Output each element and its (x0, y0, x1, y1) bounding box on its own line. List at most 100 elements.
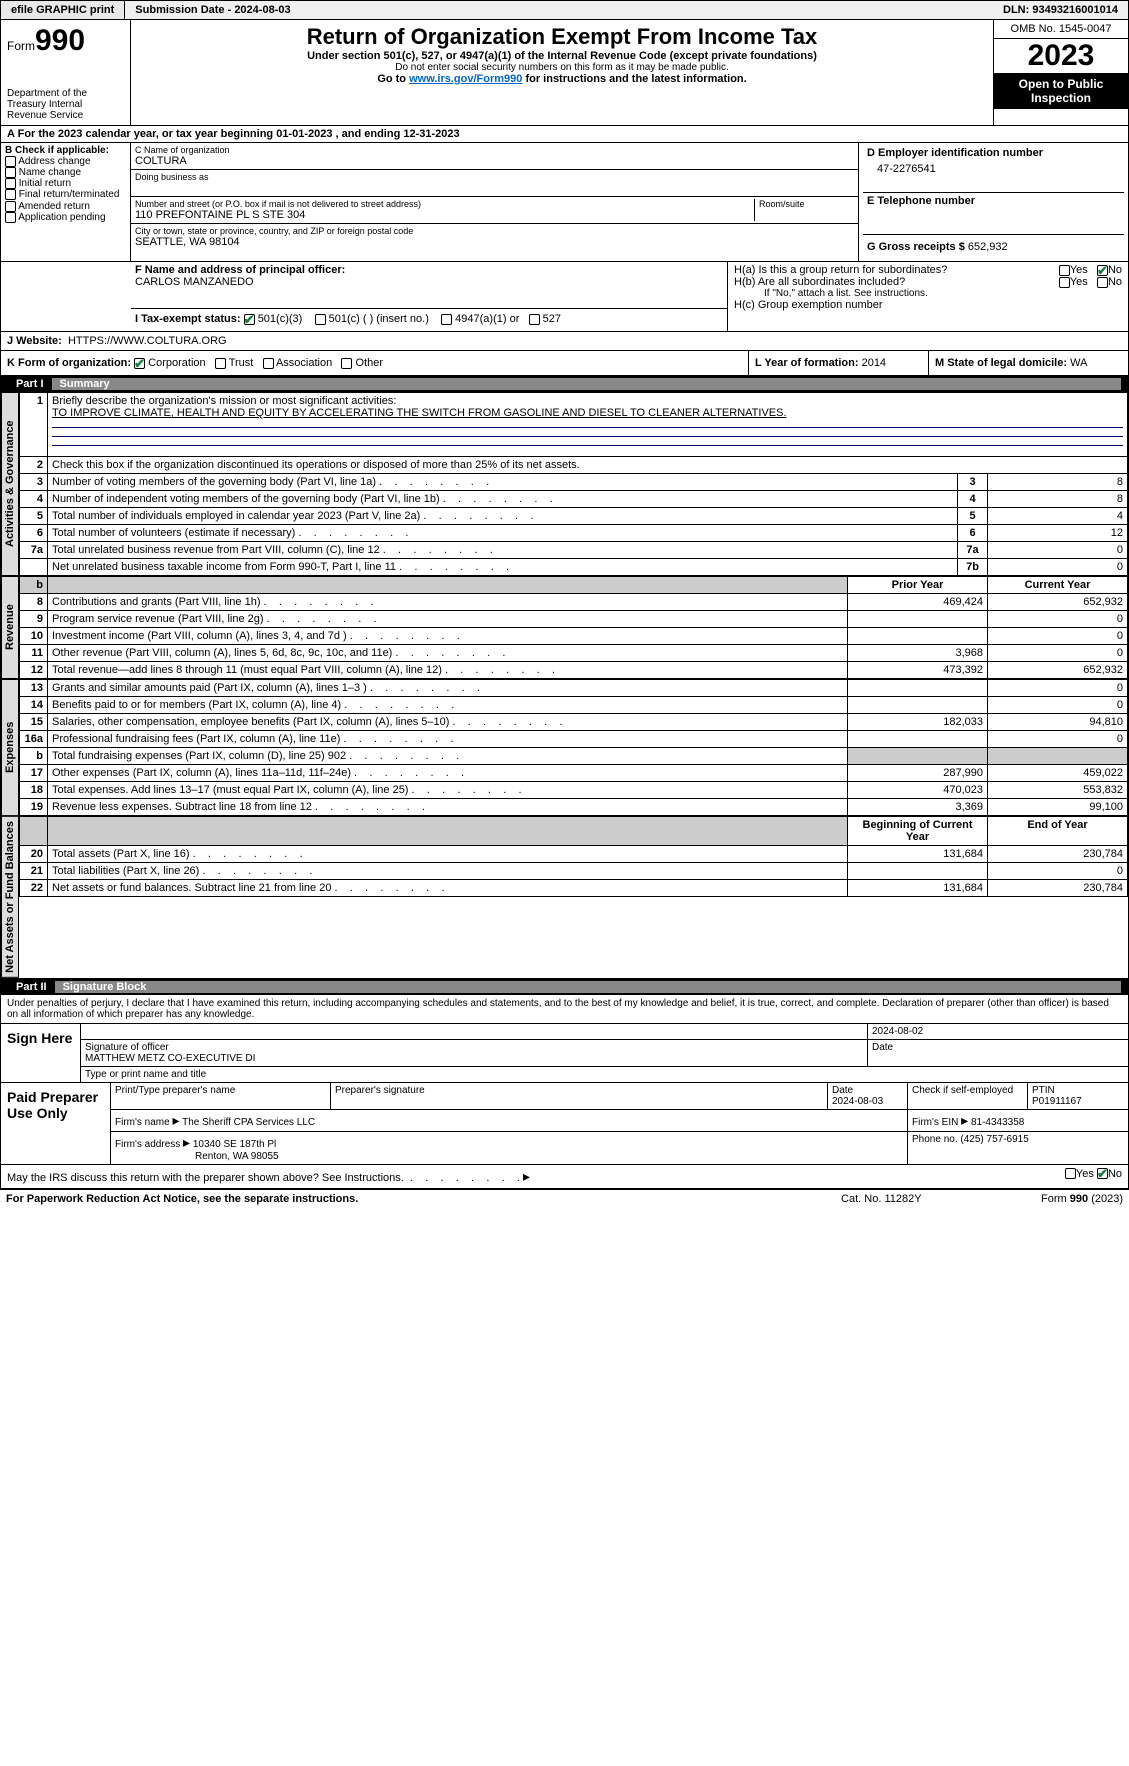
check-hb-yes[interactable] (1059, 277, 1070, 288)
website-row: J Website: HTTPS://WWW.COLTURA.ORG (0, 332, 1129, 351)
ptin: P01911167 (1032, 1096, 1082, 1107)
summary-row: 19Revenue less expenses. Subtract line 1… (20, 799, 1128, 816)
mission-text: TO IMPROVE CLIMATE, HEALTH AND EQUITY BY… (52, 407, 787, 419)
check-address-change[interactable] (5, 156, 16, 167)
officer-name: MATTHEW METZ CO-EXECUTIVE DI (85, 1053, 255, 1064)
firm-phone: (425) 757-6915 (960, 1134, 1028, 1145)
firm-name: The Sheriff CPA Services LLC (182, 1117, 315, 1128)
firm-address-2: Renton, WA 98055 (115, 1151, 279, 1162)
topbar: efile GRAPHIC print Submission Date - 20… (0, 0, 1129, 20)
phone-row: E Telephone number (863, 193, 1124, 235)
check-ha-no[interactable] (1097, 265, 1108, 276)
form-footer: Form 990 (2023) (1041, 1193, 1123, 1205)
subtitle-2: Do not enter social security numbers on … (137, 62, 987, 73)
vtab-governance: Activities & Governance (1, 392, 19, 576)
paid-preparer-block: Paid Preparer Use Only Print/Type prepar… (0, 1083, 1129, 1165)
website: HTTPS://WWW.COLTURA.ORG (68, 335, 227, 347)
form-title: Return of Organization Exempt From Incom… (137, 24, 987, 50)
summary-row: 16aProfessional fundraising fees (Part I… (20, 731, 1128, 748)
summary-row: 21Total liabilities (Part X, line 26)0 (20, 863, 1128, 880)
gross-receipts: 652,932 (968, 241, 1008, 253)
summary-row: bTotal fundraising expenses (Part IX, co… (20, 748, 1128, 765)
summary-row: 4Number of independent voting members of… (20, 491, 1128, 508)
check-discuss-yes[interactable] (1065, 1168, 1076, 1179)
org-name-row: C Name of organization COLTURA (131, 143, 858, 170)
subordinates-row: H(b) Are all subordinates included? Yes … (734, 276, 1122, 288)
expenses-table: 13Grants and similar amounts paid (Part … (19, 679, 1128, 816)
summary-row: 10Investment income (Part VIII, column (… (20, 628, 1128, 645)
summary-row: 15Salaries, other compensation, employee… (20, 714, 1128, 731)
group-exemption-row: H(c) Group exemption number (734, 299, 1122, 311)
summary-row: 7aTotal unrelated business revenue from … (20, 542, 1128, 559)
kLM-row: K Form of organization: Corporation Trus… (0, 351, 1129, 376)
entity-block: B Check if applicable: Address change Na… (0, 143, 1129, 262)
check-amended-return[interactable] (5, 201, 16, 212)
part2-header: Part II Signature Block (0, 979, 1129, 995)
form-number: 990 (35, 24, 85, 57)
city-state-zip: SEATTLE, WA 98104 (135, 236, 854, 248)
penalties-declaration: Under penalties of perjury, I declare th… (0, 995, 1129, 1023)
discuss-row: May the IRS discuss this return with the… (0, 1165, 1129, 1189)
firm-address-1: 10340 SE 187th Pl (193, 1139, 276, 1150)
summary-row: Net unrelated business taxable income fr… (20, 559, 1128, 576)
summary-row: 8Contributions and grants (Part VIII, li… (20, 594, 1128, 611)
summary-row: 13Grants and similar amounts paid (Part … (20, 680, 1128, 697)
summary-row: 14Benefits paid to or for members (Part … (20, 697, 1128, 714)
revenue-table: b Prior Year Current Year 8Contributions… (19, 576, 1128, 679)
org-name: COLTURA (135, 155, 854, 167)
check-initial-return[interactable] (5, 178, 16, 189)
summary-row: 6Total number of volunteers (estimate if… (20, 525, 1128, 542)
check-corporation[interactable] (134, 358, 145, 369)
efile-print-button[interactable]: efile GRAPHIC print (1, 1, 125, 19)
omb-number: OMB No. 1545-0047 (994, 20, 1128, 39)
summary-row: 22Net assets or fund balances. Subtract … (20, 880, 1128, 897)
check-501c[interactable] (315, 314, 326, 325)
footer: For Paperwork Reduction Act Notice, see … (0, 1189, 1129, 1208)
vtab-netassets: Net Assets or Fund Balances (1, 816, 19, 978)
summary-row: 18Total expenses. Add lines 13–17 (must … (20, 782, 1128, 799)
tax-year: 2023 (994, 39, 1128, 73)
summary-row: 9Program service revenue (Part VIII, lin… (20, 611, 1128, 628)
subtitle-1: Under section 501(c), 527, or 4947(a)(1)… (137, 50, 987, 62)
check-hb-no[interactable] (1097, 277, 1108, 288)
open-inspection: Open to Public Inspection (994, 73, 1128, 109)
governance-table: 1 Briefly describe the organization's mi… (19, 392, 1128, 576)
firm-ein: 81-4343358 (971, 1117, 1024, 1128)
summary-row: 17Other expenses (Part IX, column (A), l… (20, 765, 1128, 782)
check-association[interactable] (263, 358, 274, 369)
summary-row: 3Number of voting members of the governi… (20, 474, 1128, 491)
principal-officer: CARLOS MANZANEDO (135, 276, 254, 288)
year-formation: 2014 (862, 357, 886, 369)
check-discuss-no[interactable] (1097, 1168, 1108, 1179)
gross-receipts-row: G Gross receipts $ 652,932 (863, 235, 1124, 259)
preparer-date: 2024-08-03 (832, 1096, 883, 1107)
street-address: 110 PREFONTAINE PL S STE 304 (135, 209, 754, 221)
check-name-change[interactable] (5, 167, 16, 178)
form-header: Form990 Department of the Treasury Inter… (0, 20, 1129, 126)
check-other[interactable] (341, 358, 352, 369)
tax-year-period: A For the 2023 calendar year, or tax yea… (0, 126, 1129, 143)
check-trust[interactable] (215, 358, 226, 369)
state-domicile: WA (1070, 357, 1087, 369)
check-final-return[interactable] (5, 189, 16, 200)
form-word: Form (7, 39, 35, 53)
check-ha-yes[interactable] (1059, 265, 1070, 276)
dept-treasury: Department of the Treasury Internal Reve… (7, 88, 124, 121)
section-b-checkboxes: B Check if applicable: Address change Na… (1, 143, 131, 261)
summary-row: 20Total assets (Part X, line 16)131,6842… (20, 846, 1128, 863)
summary-row: 5Total number of individuals employed in… (20, 508, 1128, 525)
check-501c3[interactable] (244, 314, 255, 325)
sign-here-block: Sign Here 2024-08-02 Signature of office… (0, 1023, 1129, 1083)
check-4947[interactable] (441, 314, 452, 325)
check-527[interactable] (529, 314, 540, 325)
group-return-row: H(a) Is this a group return for subordin… (734, 264, 1122, 276)
city-row: City or town, state or province, country… (131, 224, 858, 250)
irs-link[interactable]: www.irs.gov/Form990 (409, 73, 522, 85)
check-application-pending[interactable] (5, 212, 16, 223)
submission-date: Submission Date - 2024-08-03 (125, 1, 300, 19)
ein-row: D Employer identification number 47-2276… (863, 145, 1124, 193)
ein: 47-2276541 (867, 159, 1120, 175)
summary-row: 12Total revenue—add lines 8 through 11 (… (20, 662, 1128, 679)
summary-row: 11Other revenue (Part VIII, column (A), … (20, 645, 1128, 662)
vtab-revenue: Revenue (1, 576, 19, 679)
